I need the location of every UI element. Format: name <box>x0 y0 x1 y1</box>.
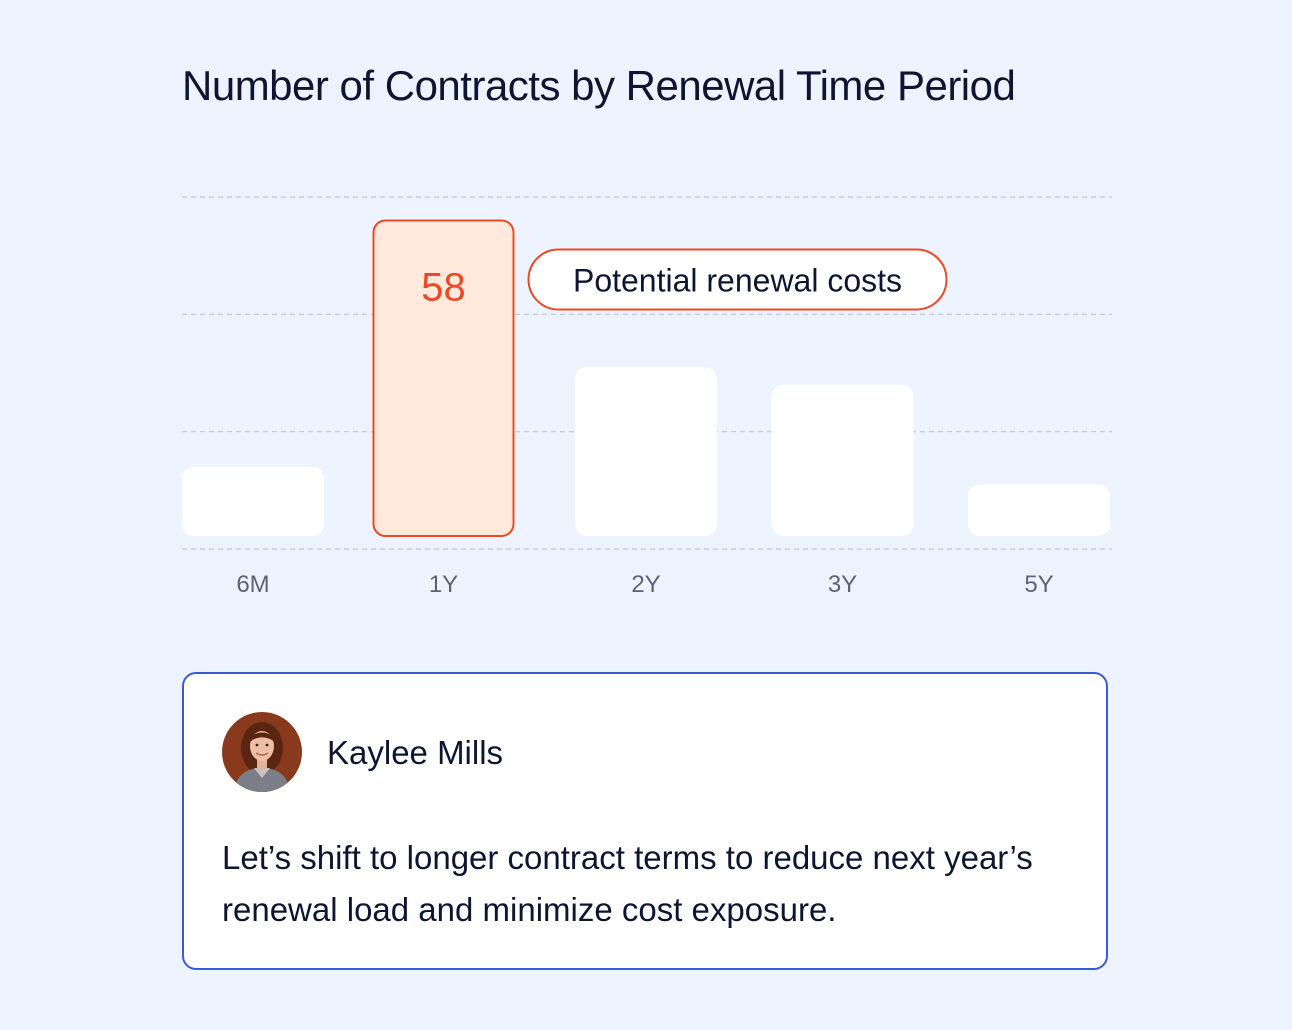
x-tick-label: 3Y <box>828 571 857 598</box>
bar-2y <box>575 367 717 536</box>
x-tick-label: 1Y <box>429 571 458 598</box>
chart-title: Number of Contracts by Renewal Time Peri… <box>182 62 1016 109</box>
bar-5y <box>968 484 1110 536</box>
comment-author: Kaylee Mills <box>327 734 504 771</box>
chart-bars <box>182 219 1110 537</box>
annotation-pill <box>527 248 948 311</box>
x-tick-label: 6M <box>236 571 269 598</box>
comment-card: Kaylee Mills Let’s shift to longer contr… <box>182 672 1108 970</box>
chart-callout: 58 Potential renewal costs <box>421 248 948 311</box>
annotation-label: Potential renewal costs <box>573 262 902 298</box>
bar-6m <box>182 466 324 536</box>
chart-gridlines <box>182 196 1112 550</box>
bar-1y <box>372 219 515 537</box>
x-axis-labels: 6M 1Y 2Y 3Y 5Y <box>236 571 1053 598</box>
user-avatar-icon <box>222 712 302 792</box>
x-tick-label: 5Y <box>1024 571 1053 598</box>
x-tick-label: 2Y <box>631 571 660 598</box>
bar-chart: 58 Potential renewal costs 6M 1Y 2Y 3Y 5Y <box>182 196 1112 598</box>
bar-3y <box>771 384 914 536</box>
bar-value-label: 58 <box>421 265 466 309</box>
comment-text: Let’s shift to longer contract terms to … <box>222 839 1033 928</box>
